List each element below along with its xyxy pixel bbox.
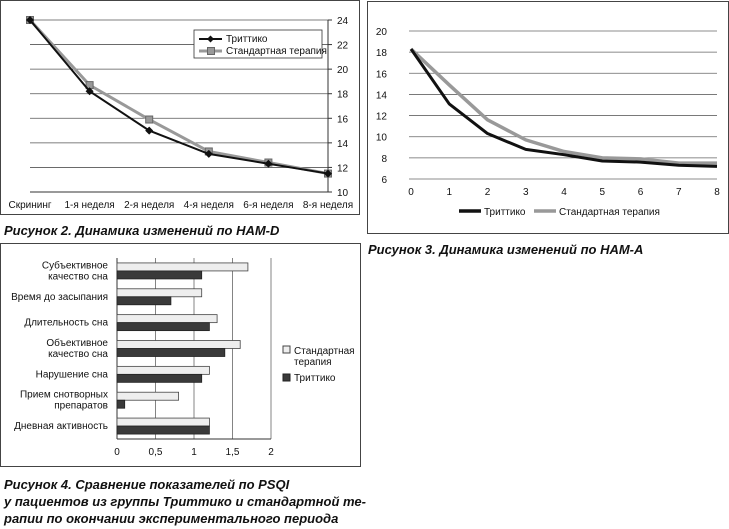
y-tick-label: 12 bbox=[376, 112, 388, 123]
standard-line bbox=[28, 18, 329, 176]
y-tick-label: 6 bbox=[381, 175, 387, 186]
category-label: Время до засыпания bbox=[11, 292, 108, 303]
category-label: качество сна bbox=[48, 271, 108, 282]
trittico-bar bbox=[116, 399, 126, 409]
category-label: Субъективное bbox=[42, 259, 109, 271]
figure-4-caption: Рисунок 4. Сравнение показателей по PSQI… bbox=[4, 476, 366, 527]
y-tick-label: 20 bbox=[376, 27, 388, 38]
category-label: Дневная активность bbox=[14, 421, 108, 432]
trittico-line bbox=[29, 19, 329, 175]
y-tick-label: 10 bbox=[337, 188, 349, 199]
figure-3-caption: Рисунок 3. Динамика изменений по HAM-A bbox=[368, 242, 644, 257]
y-tick-label: 12 bbox=[337, 163, 349, 174]
trittico-point bbox=[264, 159, 273, 168]
y-tick-label: 20 bbox=[337, 65, 349, 76]
standard-point bbox=[145, 115, 154, 124]
legend-label: терапия bbox=[294, 357, 332, 368]
x-tick-label: 0,5 bbox=[149, 447, 163, 458]
x-tick-label: 7 bbox=[676, 187, 682, 198]
legend-label: Триттико bbox=[484, 207, 526, 218]
standard-bar bbox=[116, 314, 218, 324]
x-tick-label: 1-я неделя bbox=[64, 200, 114, 211]
trittico-bar bbox=[116, 270, 203, 280]
y-tick-label: 24 bbox=[337, 16, 349, 27]
x-tick-label: 0 bbox=[114, 447, 120, 458]
x-tick-label: 8-я неделя bbox=[303, 200, 353, 211]
figure-4-caption-line: у пациентов из группы Триттико и стандар… bbox=[4, 494, 366, 509]
trittico-bar bbox=[116, 348, 226, 357]
category-label: препаратов bbox=[54, 401, 108, 412]
y-tick-label: 10 bbox=[376, 133, 388, 144]
y-tick-label: 16 bbox=[337, 114, 349, 125]
y-tick-label: 14 bbox=[376, 90, 388, 101]
standard-bar bbox=[116, 340, 241, 349]
x-tick-label: 4-я неделя bbox=[184, 200, 234, 211]
x-tick-label: 1 bbox=[446, 187, 452, 198]
standard-bar bbox=[116, 288, 203, 298]
category-label: Прием снотворных bbox=[20, 390, 108, 401]
trittico-bar bbox=[116, 296, 172, 306]
y-tick-label: 14 bbox=[337, 139, 349, 150]
legend-label: Стандартная терапия bbox=[226, 46, 327, 57]
x-tick-label: 8 bbox=[714, 187, 720, 198]
trittico-line bbox=[409, 48, 718, 168]
trittico-point bbox=[85, 87, 94, 96]
figure-4-caption-line: рапии по окончании экспериментального пе… bbox=[4, 511, 339, 526]
legend-swatch bbox=[282, 373, 291, 382]
trittico-bar bbox=[116, 322, 210, 332]
x-tick-label: 0 bbox=[408, 187, 414, 198]
legend-label: Стандартная bbox=[294, 346, 355, 357]
x-tick-label: 3 bbox=[523, 187, 529, 198]
x-tick-label: 2-я неделя bbox=[124, 200, 174, 211]
standard-bar bbox=[116, 417, 210, 427]
standard-line bbox=[409, 47, 717, 165]
chart-frame bbox=[367, 1, 729, 234]
trittico-point bbox=[324, 169, 332, 178]
y-tick-label: 16 bbox=[376, 69, 388, 80]
legend-label: Стандартная терапия bbox=[559, 207, 660, 218]
legend-marker bbox=[207, 47, 215, 55]
legend-label: Триттико bbox=[226, 34, 268, 45]
x-tick-label: 5 bbox=[599, 187, 605, 198]
figure-4-caption-line: Рисунок 4. Сравнение показателей по PSQI bbox=[4, 477, 290, 492]
trittico-bar bbox=[116, 373, 203, 383]
legend-swatch bbox=[282, 345, 291, 354]
x-tick-label: 1 bbox=[191, 447, 197, 458]
category-label: Объективное bbox=[46, 337, 108, 349]
x-tick-label: 6-я неделя bbox=[243, 200, 293, 211]
x-tick-label: 6 bbox=[638, 187, 644, 198]
y-tick-label: 18 bbox=[337, 90, 349, 101]
category-label: качество сна bbox=[48, 349, 108, 360]
trittico-point bbox=[26, 16, 34, 24]
trittico-point bbox=[204, 149, 213, 158]
x-tick-label: 4 bbox=[561, 187, 567, 198]
standard-bar bbox=[116, 262, 249, 272]
figure-2-caption: Рисунок 2. Динамика изменений по HAM-D bbox=[4, 223, 280, 238]
x-tick-label: 2 bbox=[268, 447, 274, 458]
standard-bar bbox=[116, 365, 210, 375]
legend-box bbox=[193, 29, 323, 59]
trittico-point bbox=[145, 126, 154, 135]
x-tick-label: 1,5 bbox=[226, 447, 240, 458]
legend-label: Триттико bbox=[294, 373, 336, 384]
category-label: Длительность сна bbox=[24, 318, 108, 329]
ham-d-chart: 24 22 20 18 16 14 12 10 Скрининг 1-я неделя 2-я не… bbox=[0, 0, 360, 215]
standard-bar bbox=[116, 391, 179, 401]
y-tick-label: 22 bbox=[337, 41, 349, 52]
y-tick-label: 8 bbox=[381, 154, 387, 165]
x-tick-label: Скрининг bbox=[8, 200, 51, 211]
legend-marker bbox=[207, 35, 214, 43]
x-tick-label: 2 bbox=[485, 187, 491, 198]
category-label: Нарушение сна bbox=[36, 369, 109, 380]
trittico-bar bbox=[116, 425, 210, 435]
y-tick-label: 18 bbox=[376, 48, 388, 59]
